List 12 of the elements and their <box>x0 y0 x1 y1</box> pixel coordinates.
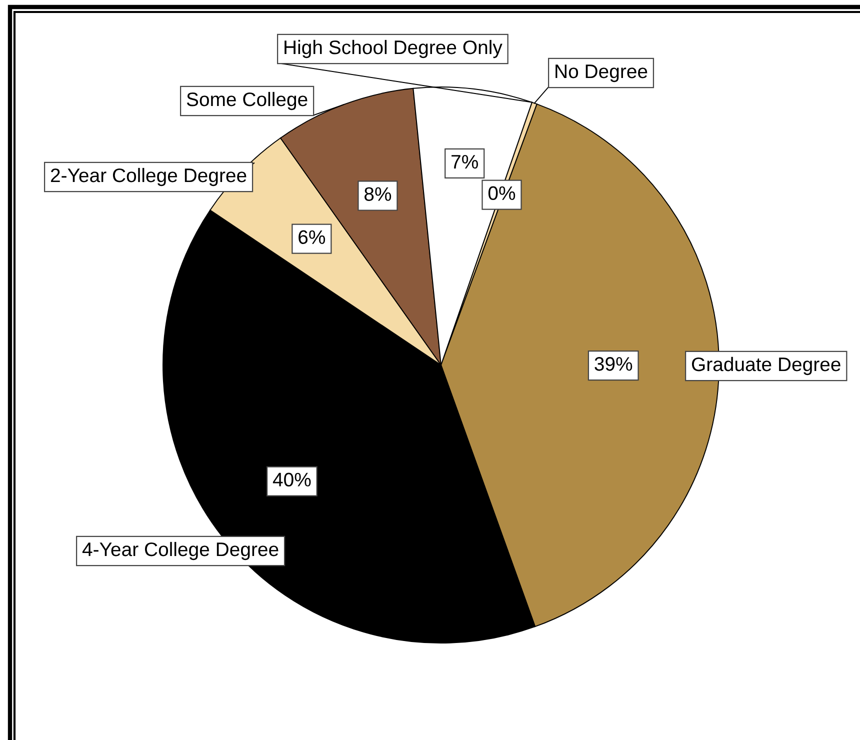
data-label: 39% <box>594 357 632 371</box>
slice-label: No Degree <box>556 64 648 82</box>
slice-label: Some College <box>186 92 308 110</box>
data-label: 7% <box>452 154 478 169</box>
slice-label: Graduate Degree <box>692 356 840 376</box>
data-label: 6% <box>298 230 326 244</box>
slice-label: 4-Year College Degree <box>82 542 278 560</box>
data-label: 8% <box>364 187 392 201</box>
data-label: 40% <box>272 472 311 486</box>
slice-label: High School Degree Only <box>284 40 502 58</box>
slice-label: 2-Year College Degree <box>50 168 246 186</box>
data-label: 0% <box>488 186 516 200</box>
